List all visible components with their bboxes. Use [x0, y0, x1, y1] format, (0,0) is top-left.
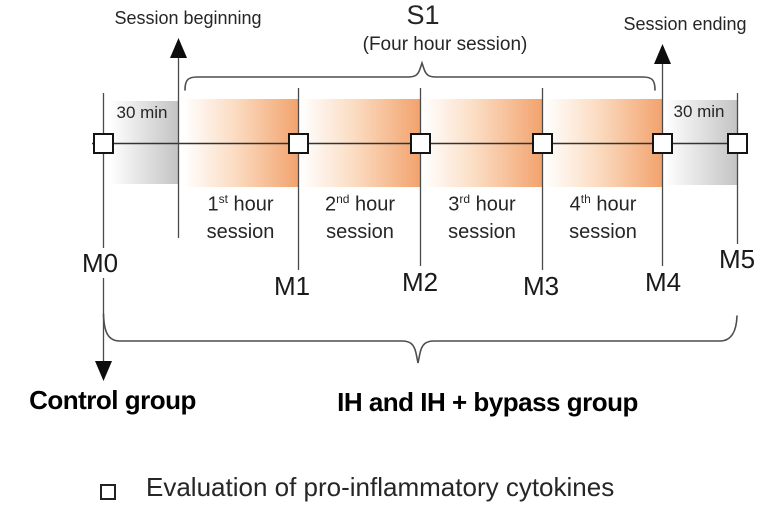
hour-session-line2: session [448, 220, 516, 243]
m4-label: M4 [644, 267, 682, 297]
session-begin-arrow-icon [170, 38, 187, 58]
s1-brace [184, 60, 656, 91]
m5-marker-icon [726, 133, 748, 154]
hour-session-label-3: 3rd hour session [422, 186, 542, 246]
legend-square-icon [100, 484, 116, 500]
m3-label: M3 [522, 271, 560, 301]
session-beginning-label: Session beginning [114, 8, 262, 28]
ih-group-label: IH and IH + bypass group [337, 387, 638, 417]
m1-marker-icon [287, 133, 309, 154]
m2-label: M2 [401, 267, 439, 297]
ih-group-brace [102, 313, 738, 364]
control-group-arrow-icon [95, 361, 112, 381]
hour-session-line2: session [326, 220, 394, 243]
session-ending-label: Session ending [623, 14, 747, 34]
control-group-label: Control group [29, 385, 196, 415]
rest-band-left [110, 101, 178, 184]
legend-label: Evaluation of pro-inflammatory cytokines [146, 472, 615, 502]
m1-label: M1 [273, 271, 311, 301]
m5-label: M5 [718, 244, 756, 274]
s1-subtitle: (Four hour session) [362, 34, 528, 55]
rest-label-right: 30 min [673, 102, 725, 121]
hour-session-line2: session [569, 220, 637, 243]
rest-label-left: 30 min [116, 103, 168, 122]
hour-session-label-2: 2nd hour session [300, 186, 420, 246]
hour-session-line1: 3rd hour [448, 192, 516, 216]
rest-band-right [665, 100, 737, 185]
s1-title: S1 [406, 0, 440, 30]
m2-marker-icon [409, 133, 431, 154]
hour-session-line2: session [206, 220, 275, 243]
m0-label: M0 [81, 248, 119, 278]
hour-session-label-4: 4th hour session [544, 186, 662, 246]
hour-session-label-1: 1st hour session [183, 186, 298, 246]
hour-session-line1: 1st hour [207, 192, 274, 216]
hour-session-line1: 2nd hour [324, 192, 396, 216]
m3-marker-icon [531, 133, 553, 154]
m0-marker-icon [92, 133, 114, 154]
m4-marker-icon [651, 133, 673, 154]
session-end-arrow-icon [654, 44, 671, 64]
hour-session-line1: 4th hour [569, 192, 637, 216]
